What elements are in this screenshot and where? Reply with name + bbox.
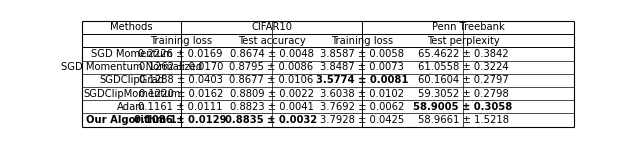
Text: 59.3052 ± 0.2798: 59.3052 ± 0.2798 [418, 88, 508, 99]
Text: 0.2226 ± 0.0169: 0.2226 ± 0.0169 [138, 49, 223, 59]
Text: Adam: Adam [117, 102, 146, 112]
Text: 3.5774 ± 0.0081: 3.5774 ± 0.0081 [316, 75, 408, 85]
Text: SGD Momentum Normalized: SGD Momentum Normalized [61, 62, 202, 72]
Text: Training loss: Training loss [332, 36, 394, 46]
Text: 0.1161 ± 0.0111: 0.1161 ± 0.0111 [138, 102, 223, 112]
Text: SGDClipGrad: SGDClipGrad [99, 75, 164, 85]
Text: 0.8823 ± 0.0041: 0.8823 ± 0.0041 [230, 102, 314, 112]
Text: 0.8795 ± 0.0086: 0.8795 ± 0.0086 [230, 62, 314, 72]
Text: 0.8809 ± 0.0022: 0.8809 ± 0.0022 [230, 88, 314, 99]
Text: 3.7692 ± 0.0062: 3.7692 ± 0.0062 [320, 102, 404, 112]
Text: 0.8835 ± 0.0032: 0.8835 ± 0.0032 [225, 115, 317, 125]
Text: 0.8677 ± 0.0106: 0.8677 ± 0.0106 [229, 75, 314, 85]
Text: 0.8674 ± 0.0048: 0.8674 ± 0.0048 [230, 49, 314, 59]
Text: 0.1220 ± 0.0162: 0.1220 ± 0.0162 [138, 88, 223, 99]
Text: 60.1604 ± 0.2797: 60.1604 ± 0.2797 [418, 75, 508, 85]
Text: 0.1086 ± 0.0129: 0.1086 ± 0.0129 [134, 115, 227, 125]
Text: 61.0558 ± 0.3224: 61.0558 ± 0.3224 [418, 62, 508, 72]
Text: CIFAR10: CIFAR10 [251, 22, 292, 33]
Text: Test perplexity: Test perplexity [427, 36, 499, 46]
Text: 0.1288 ± 0.0403: 0.1288 ± 0.0403 [139, 75, 223, 85]
Text: 3.8587 ± 0.0058: 3.8587 ± 0.0058 [321, 49, 404, 59]
Text: 58.9661 ± 1.5218: 58.9661 ± 1.5218 [417, 115, 509, 125]
Text: Test accuracy: Test accuracy [237, 36, 305, 46]
Text: Penn Treebank: Penn Treebank [431, 22, 504, 33]
Text: 3.6038 ± 0.0102: 3.6038 ± 0.0102 [321, 88, 404, 99]
Text: 3.7928 ± 0.0425: 3.7928 ± 0.0425 [320, 115, 404, 125]
Text: Our Algorithm 1: Our Algorithm 1 [86, 115, 177, 125]
Text: 0.1262 ± 0.0170: 0.1262 ± 0.0170 [138, 62, 223, 72]
Text: SGDClipMomentum: SGDClipMomentum [83, 88, 180, 99]
Text: Methods: Methods [110, 22, 153, 33]
Text: 3.8487 ± 0.0073: 3.8487 ± 0.0073 [321, 62, 404, 72]
Text: 58.9005 ± 0.3058: 58.9005 ± 0.3058 [413, 102, 513, 112]
Text: 65.4622 ± 0.3842: 65.4622 ± 0.3842 [418, 49, 508, 59]
Text: Training loss: Training loss [150, 36, 212, 46]
Text: SGD Momentum: SGD Momentum [91, 49, 172, 59]
